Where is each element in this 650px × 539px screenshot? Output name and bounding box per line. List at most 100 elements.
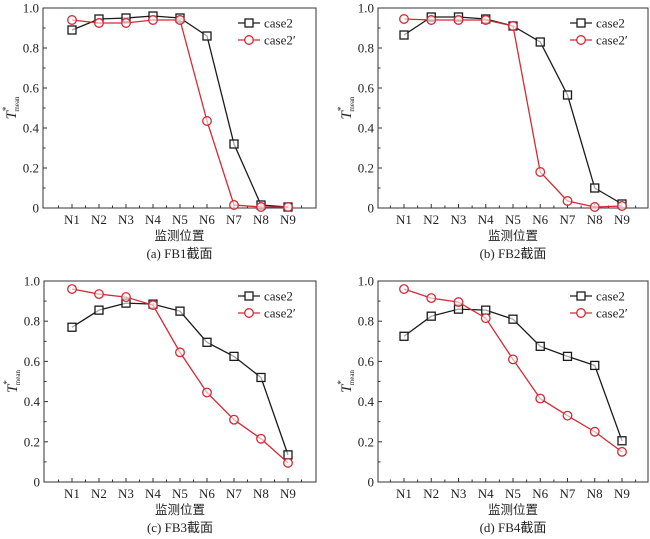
y-axis-label: T* mean (2, 370, 22, 394)
series-line (403, 16, 623, 205)
x-tick-label: N6 (199, 212, 215, 227)
legend-marker-square (244, 291, 254, 301)
data-point-square (202, 337, 212, 347)
chart-panel-a: 0 0.2 0.4 0.6 0.8 1.0 N1 N2 N3 N4 N5 N6 N7 N8 N9 监测位置 (a… (1, 1, 317, 261)
y-tick-label: 1.0 (358, 1, 374, 16)
data-point-circle (202, 116, 212, 126)
x-tick-label: N1 (64, 486, 80, 501)
y-tick-label: 0.6 (24, 354, 41, 369)
data-point-square (399, 30, 409, 40)
x-axis-label: 监测位置 (488, 228, 538, 243)
y-tick-label: 0.4 (24, 394, 41, 409)
data-point-circle (148, 300, 158, 311)
data-point-circle (94, 18, 104, 28)
series-line (403, 308, 623, 442)
y-axis-label: T* mean (336, 370, 356, 394)
y-axis-label-base: T (4, 110, 20, 120)
y-tick-label: 0 (33, 201, 40, 216)
legend-marker-square (576, 291, 586, 301)
legend-marker-square (244, 18, 254, 28)
data-point-square (562, 90, 573, 100)
y-tick-label: 0.4 (358, 121, 375, 136)
y-tick-label: 0.2 (23, 161, 39, 176)
x-tick-label: N3 (118, 486, 134, 501)
data-point-square (590, 183, 600, 193)
data-point-circle (121, 292, 131, 303)
x-tick-label: N6 (199, 486, 215, 501)
x-tick-label: N2 (91, 212, 107, 227)
y-axis-label: T* mean (1, 96, 21, 120)
x-axis-label: 监测位置 (155, 502, 205, 517)
y-tick-label: 0.6 (23, 81, 40, 96)
x-tick-label: N5 (172, 486, 188, 501)
data-point-circle (508, 354, 518, 365)
chart-panel-c: 0 0.2 0.4 0.6 0.8 1.0 N1 N2 N3 N4 N5 N6 N7 N8 N9 监测位置 (c… (2, 274, 317, 535)
data-point-circle (453, 297, 464, 308)
legend-label: case2′ (264, 33, 296, 48)
y-tick-label: 0.6 (358, 354, 375, 369)
x-tick-label: N4 (145, 486, 161, 501)
y-axis-label-sub: mean (13, 96, 21, 112)
x-tick-label: N1 (396, 212, 412, 227)
data-point-circle (589, 202, 600, 212)
legend-marker-square (576, 18, 586, 28)
y-tick-label: 0.8 (358, 314, 374, 329)
data-point-circle (175, 15, 185, 25)
data-point-circle (229, 414, 239, 425)
data-point-square (67, 322, 77, 332)
series-case2-prime (399, 14, 627, 212)
y-tick-label: 1.0 (358, 274, 374, 289)
y-tick-label: 0.8 (358, 41, 374, 56)
y-tick-label: 0.2 (24, 434, 40, 449)
data-point-circle (148, 15, 158, 25)
x-tick-label: N3 (118, 212, 134, 227)
legend-label: case2′ (596, 33, 628, 48)
data-point-square (426, 311, 436, 321)
data-point-circle (67, 284, 77, 294)
data-point-square (508, 314, 518, 324)
data-point-circle (229, 200, 239, 210)
y-tick-label: 0 (368, 475, 375, 490)
x-axis-label: 监测位置 (488, 502, 538, 517)
y-axis-label-sup: * (336, 106, 346, 111)
x-tick-label: N9 (280, 486, 296, 501)
legend-marker-circle (244, 35, 254, 45)
data-point-circle (426, 15, 437, 25)
series-line (71, 302, 289, 456)
y-tick-label: 0.4 (358, 394, 375, 409)
y-axis-label-base: T (339, 110, 355, 120)
series-case2-prime (67, 284, 293, 468)
y-tick-label: 1.0 (23, 1, 39, 16)
x-tick-label: N9 (280, 212, 296, 227)
x-tick-label: N9 (614, 486, 630, 501)
x-tick-label: N8 (587, 486, 603, 501)
x-tick-label: N7 (560, 486, 576, 501)
series-case2 (399, 12, 627, 209)
data-point-circle (283, 202, 293, 212)
x-tick-label: N9 (614, 212, 630, 227)
y-axis-label-base: T (5, 383, 21, 393)
data-point-circle (283, 457, 293, 468)
x-tick-label: N5 (505, 212, 521, 227)
data-point-circle (256, 433, 266, 444)
data-point-square (535, 37, 545, 47)
legend-label: case2 (596, 289, 625, 304)
x-tick-label: N4 (478, 486, 494, 501)
legend-marker-circle (576, 35, 586, 45)
legend-marker-circle (244, 308, 254, 318)
data-point-circle (562, 410, 573, 421)
x-tick-label: N7 (226, 212, 242, 227)
y-axis-label-sup: * (1, 106, 11, 111)
x-tick-label: N3 (451, 486, 467, 501)
series-case2-prime (399, 284, 627, 457)
data-point-circle (426, 293, 437, 304)
x-tick-label: N8 (253, 486, 269, 501)
data-point-square (229, 139, 239, 149)
data-point-circle (202, 387, 212, 398)
y-axis-label-sub: mean (14, 370, 22, 386)
y-axis-label-sub: mean (348, 370, 356, 386)
y-tick-label: 0.8 (24, 314, 40, 329)
legend-label: case2 (264, 289, 293, 304)
data-point-circle (480, 313, 491, 324)
